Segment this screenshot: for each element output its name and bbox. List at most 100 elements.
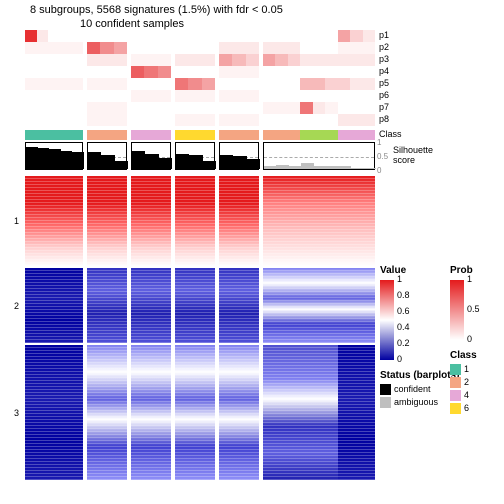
heatmap-stripes [219, 268, 232, 343]
prob-cell [219, 42, 232, 54]
silhouette-panel [263, 142, 375, 170]
heatmap-stripes [175, 176, 188, 266]
heatmap-stripes [313, 176, 325, 266]
prob-cell [144, 54, 157, 66]
prob-cell [144, 42, 157, 54]
prob-cell [350, 42, 362, 54]
prob-cell [363, 42, 375, 54]
prob-cell [288, 114, 300, 126]
heatmap-stripes [114, 268, 127, 343]
prob-cell [25, 66, 37, 78]
prob-cell [25, 30, 37, 42]
prob-cell [232, 78, 245, 90]
prob-cell [313, 42, 325, 54]
prob-cell [71, 102, 83, 114]
silhouette-bar [101, 155, 114, 169]
prob-cell [232, 90, 245, 102]
silhouette-bar [72, 152, 84, 169]
prob-cell [175, 30, 188, 42]
row-group-label: 1 [14, 216, 19, 226]
prob-cell [100, 54, 113, 66]
prob-cell [71, 78, 83, 90]
heatmap-stripes [232, 176, 245, 266]
sil-tick: 1 [377, 138, 381, 147]
prob-cell [144, 30, 157, 42]
silhouette-bar [115, 161, 128, 169]
heatmap-stripes [25, 176, 37, 266]
prob-cell [25, 114, 37, 126]
prob-cell [100, 102, 113, 114]
prob-cell [202, 90, 215, 102]
prob-cell [202, 114, 215, 126]
silhouette-bar [38, 148, 50, 169]
class-cell [25, 130, 83, 140]
prob-cell [275, 42, 287, 54]
prob-cell [219, 66, 232, 78]
heatmap-stripes [325, 345, 337, 480]
legend-value-title: Value [380, 265, 406, 276]
prob-cell [232, 66, 245, 78]
heatmap-stripes [131, 176, 144, 266]
p-label: p6 [379, 90, 389, 100]
prob-cell [71, 66, 83, 78]
prob-cell [275, 102, 287, 114]
prob-cell [363, 78, 375, 90]
heatmap-stripes [263, 345, 275, 480]
legend-class-title: Class [450, 350, 477, 361]
prob-cell [131, 42, 144, 54]
legend-value-gradient [380, 280, 394, 360]
prob-cell [25, 90, 37, 102]
prob-cell [288, 54, 300, 66]
prob-cell [263, 66, 275, 78]
legend-swatch [450, 377, 461, 388]
prob-cell [275, 78, 287, 90]
prob-cell [363, 90, 375, 102]
prob-cell [202, 30, 215, 42]
prob-cell [60, 42, 72, 54]
heatmap-stripes [263, 268, 275, 343]
legend-value-tick: 0.8 [397, 290, 410, 300]
class-cell [263, 130, 275, 140]
heatmap-stripes [25, 345, 37, 480]
prob-cell [175, 114, 188, 126]
silhouette-bar [132, 151, 145, 169]
heatmap-stripes [87, 345, 100, 480]
silhouette-bar [314, 166, 326, 169]
heatmap-stripes [100, 176, 113, 266]
prob-cell [232, 42, 245, 54]
prob-cell [263, 78, 275, 90]
heatmap-stripes [114, 345, 127, 480]
heatmap-stripes [300, 268, 312, 343]
prob-cell [175, 66, 188, 78]
prob-cell [100, 78, 113, 90]
prob-cell [232, 30, 245, 42]
prob-cell [219, 30, 232, 42]
prob-cell [100, 30, 113, 42]
heatmap-stripes [60, 345, 72, 480]
class-cell [338, 130, 350, 140]
prob-cell [158, 66, 171, 78]
prob-cell [87, 90, 100, 102]
heatmap-stripes [144, 176, 157, 266]
legend-swatch-label: confident [394, 384, 431, 394]
heatmap-stripes [48, 268, 60, 343]
prob-cell [60, 78, 72, 90]
prob-cell [246, 42, 259, 54]
sil-tick: 0.5 [377, 152, 388, 161]
heatmap-stripes [300, 176, 312, 266]
prob-cell [275, 90, 287, 102]
prob-cell [144, 78, 157, 90]
prob-cell [60, 90, 72, 102]
prob-cell [338, 78, 350, 90]
prob-cell [131, 30, 144, 42]
prob-cell [37, 90, 49, 102]
silhouette-bar [301, 163, 313, 169]
prob-cell [275, 66, 287, 78]
heatmap-stripes [350, 345, 362, 480]
prob-cell [158, 102, 171, 114]
class-label: Class [379, 129, 402, 139]
heatmap-stripes [338, 345, 350, 480]
silhouette-bar [203, 161, 216, 169]
prob-cell [263, 114, 275, 126]
legend-value-tick: 0.4 [397, 322, 410, 332]
